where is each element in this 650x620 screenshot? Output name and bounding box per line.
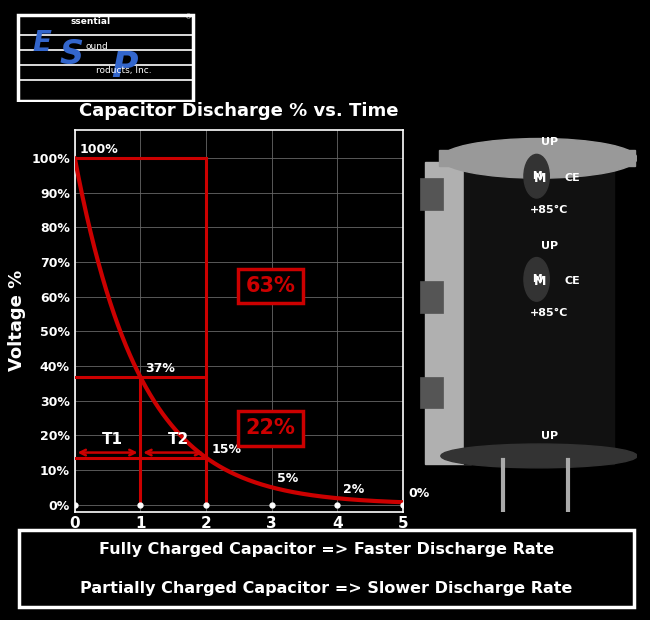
Text: 5%: 5% [277, 472, 298, 485]
Text: M: M [534, 172, 546, 185]
Bar [420, 281, 443, 313]
Text: 37%: 37% [146, 362, 176, 375]
Bar [424, 162, 471, 464]
Text: M: M [534, 275, 546, 288]
Text: 2%: 2% [343, 483, 364, 496]
Text: M: M [532, 275, 541, 285]
Text: Fully Charged Capacitor => Faster Discharge Rate: Fully Charged Capacitor => Faster Discha… [99, 542, 554, 557]
Text: roducts, Inc.: roducts, Inc. [96, 66, 152, 76]
Text: Partially Charged Capacitor => Slower Discharge Rate: Partially Charged Capacitor => Slower Di… [81, 580, 573, 596]
Text: CE: CE [564, 277, 580, 286]
Text: CE: CE [564, 173, 580, 183]
Text: ound: ound [85, 42, 108, 51]
Text: +85°C: +85°C [530, 308, 569, 318]
Text: E: E [32, 29, 51, 56]
X-axis label: Time Constant: Time Constant [166, 538, 312, 556]
Text: 15%: 15% [211, 443, 241, 456]
Text: 0%: 0% [408, 487, 430, 500]
Bar [439, 151, 634, 166]
Text: P: P [111, 50, 137, 84]
Text: T1: T1 [102, 432, 124, 447]
Text: ssential: ssential [71, 17, 111, 26]
Circle shape [524, 154, 549, 198]
Text: UP: UP [541, 138, 558, 148]
Text: 22%: 22% [246, 418, 295, 438]
Text: S: S [60, 38, 84, 71]
Circle shape [524, 257, 549, 301]
Text: ®: ® [185, 14, 192, 20]
FancyBboxPatch shape [18, 15, 193, 102]
Text: UP: UP [541, 431, 558, 441]
Bar [464, 162, 614, 464]
Text: T2: T2 [168, 432, 189, 447]
FancyBboxPatch shape [20, 530, 634, 608]
Ellipse shape [441, 444, 637, 468]
Bar [420, 178, 443, 210]
Text: +85°C: +85°C [530, 205, 569, 215]
Text: M: M [532, 171, 541, 181]
Title: Capacitor Discharge % vs. Time: Capacitor Discharge % vs. Time [79, 102, 398, 120]
Text: 100%: 100% [80, 143, 119, 156]
Text: 63%: 63% [246, 276, 295, 296]
Ellipse shape [441, 138, 637, 178]
Text: UP: UP [541, 241, 558, 250]
Y-axis label: Voltage %: Voltage % [8, 270, 25, 371]
Bar [420, 376, 443, 409]
